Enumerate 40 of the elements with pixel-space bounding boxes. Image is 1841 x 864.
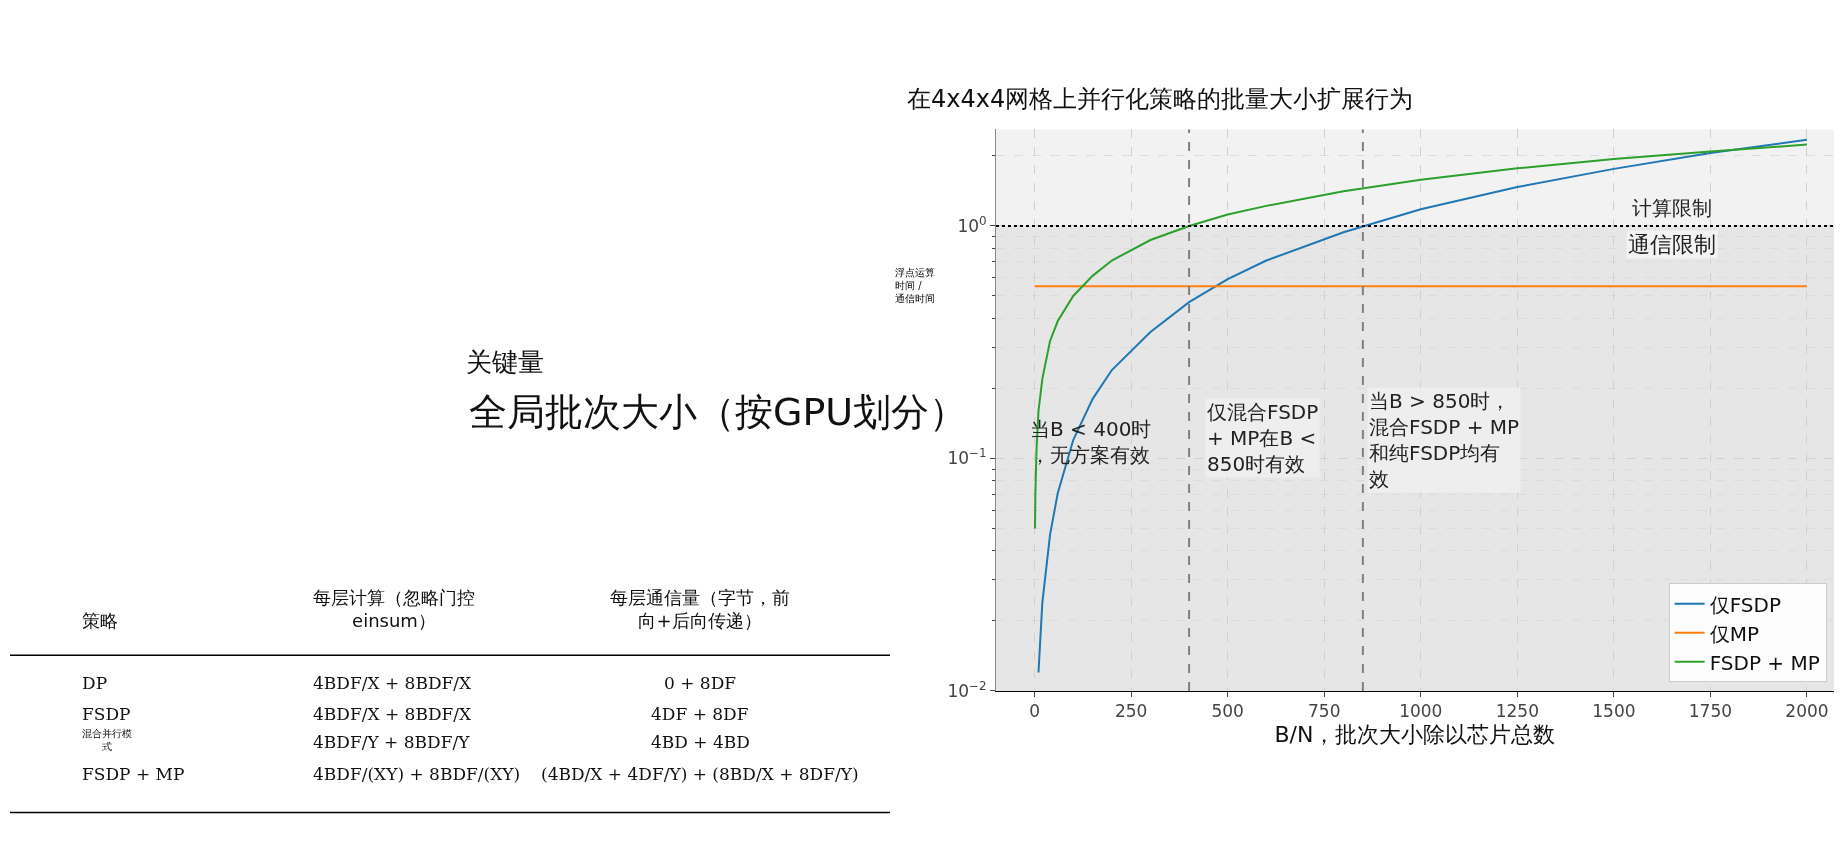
annotation: 仅混合FSDP + MP在B < 850时有效 (1207, 400, 1319, 476)
text: 全局批次大小（按GPU划分） (469, 390, 968, 434)
text: FSDP + MP (82, 764, 185, 784)
text: 4BDF/X + 8BDF/X (313, 704, 473, 724)
x-tick-label: 1000 (1399, 701, 1443, 722)
text: 4BDF/Y + 8BDF/Y (313, 732, 471, 752)
legend-label: 仅FSDP (1709, 592, 1781, 617)
y-tick-label: 10$^{−2}$ (947, 678, 987, 701)
text: 4BD + 4BD (651, 732, 750, 752)
text: 关键量 (466, 347, 544, 377)
text: 混合并行模式 (82, 728, 132, 752)
text: 4BDF/(XY) + 8BDF/(XY) (313, 764, 521, 784)
x-tick-label: 500 (1211, 701, 1244, 722)
x-tick-label: 1750 (1688, 701, 1733, 722)
band-label: 通信限制 (1628, 232, 1716, 257)
text: 0 + 8DF (664, 673, 737, 693)
y-axis-title: 浮点运算时间 / 通信时间 (895, 267, 935, 304)
text: 策略 (82, 610, 118, 631)
legend-label: 仅MP (1709, 621, 1759, 646)
text: FSDP (82, 704, 131, 724)
text: (4BD/X + 4DF/Y) + (8BD/X + 8DF/Y) (541, 764, 859, 784)
x-tick-label: 1250 (1495, 701, 1539, 722)
x-tick-label: 0 (1029, 701, 1041, 722)
text: 4DF + 8DF (651, 704, 749, 724)
x-tick-label: 2000 (1785, 701, 1829, 722)
x-tick-label: 1500 (1592, 701, 1636, 722)
chart-title: 在4x4x4网格上并行化策略的批量大小扩展行为 (907, 85, 1414, 113)
line-series (1034, 143, 1808, 530)
y-tick-label: 10$^{0}$ (957, 213, 987, 236)
y-tick-label: 10$^{−1}$ (947, 446, 987, 469)
text: 4BDF/X + 8BDF/X (313, 673, 473, 693)
text: 每层通信量（字节，前向+后向传递） (610, 587, 790, 632)
text: DP (82, 673, 108, 693)
x-tick-label: 250 (1114, 701, 1148, 722)
x-axis-title: B/N，批次大小除以芯片总数 (1274, 722, 1556, 748)
text: 每层计算（忽略门控einsum） (313, 587, 475, 632)
annotation: 当B > 850时，混合FSDP + MP和纯FSDP均有效 (1369, 389, 1520, 491)
ref-line-label: 计算限制 (1632, 196, 1712, 220)
x-tick-label: 750 (1308, 701, 1341, 722)
legend-label: FSDP + MP (1709, 650, 1820, 675)
